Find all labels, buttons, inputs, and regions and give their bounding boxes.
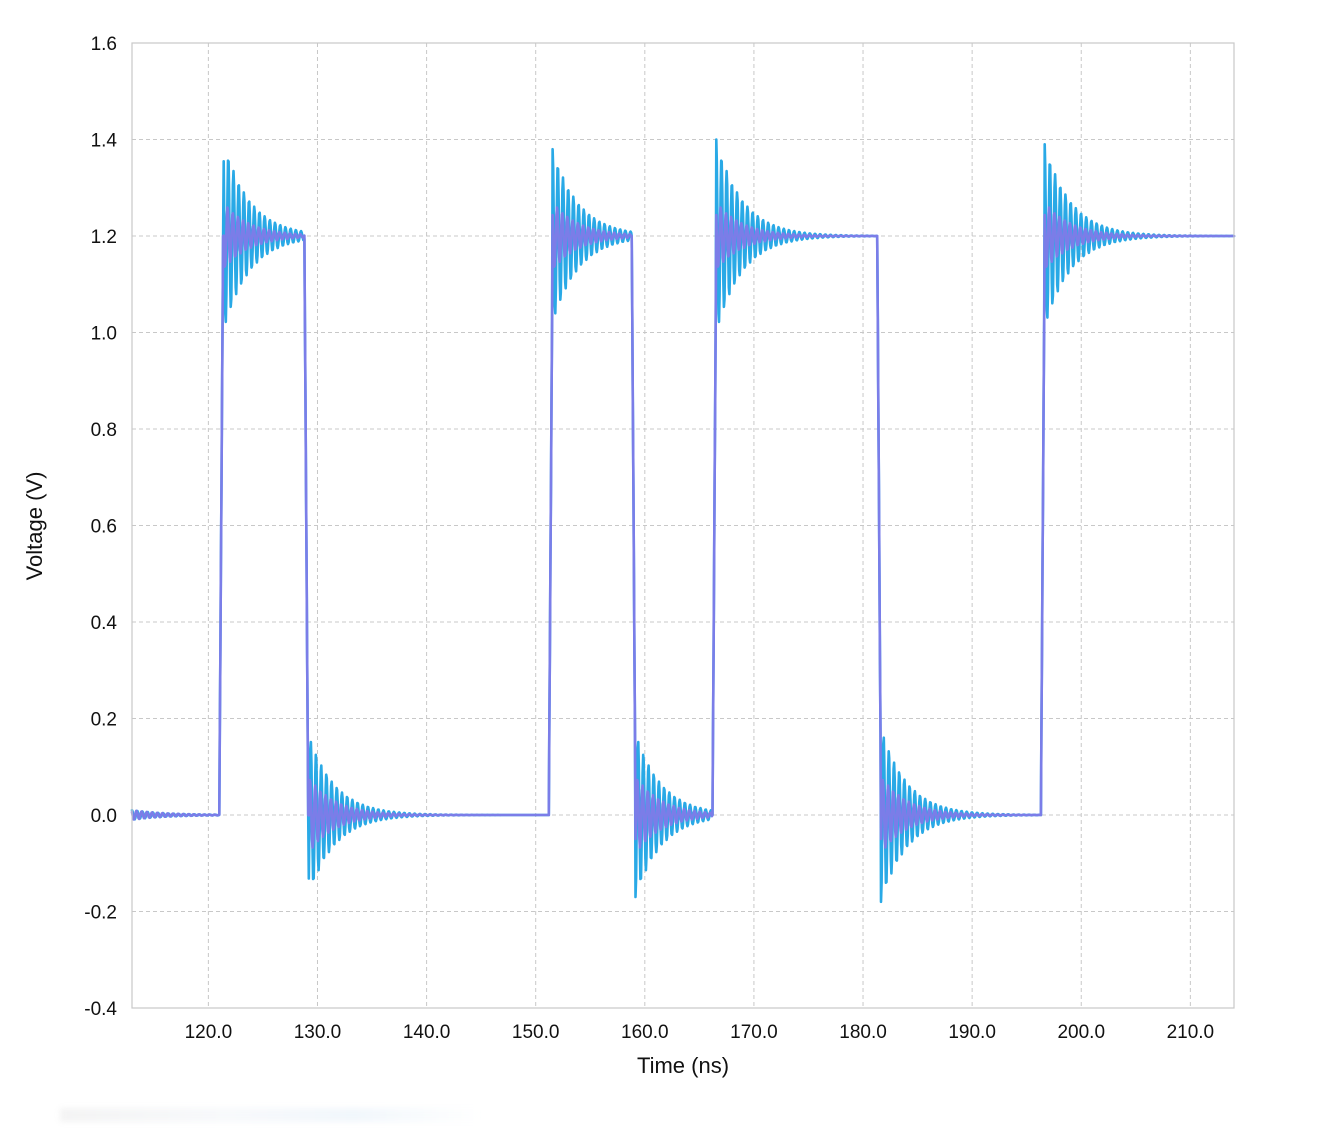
x-tick-label: 130.0 (294, 1022, 342, 1043)
y-tick-label: -0.2 (84, 903, 117, 924)
x-tick-label: 190.0 (948, 1022, 996, 1043)
x-tick-labels: 120.0 130.0 140.0 150.0 160.0 170.0 180.0 190.0… (185, 1022, 1215, 1043)
blurred-footer-strip (60, 1108, 480, 1122)
x-tick-label: 200.0 (1057, 1022, 1105, 1043)
y-tick-label: -0.4 (84, 999, 117, 1020)
voltage-trace (130, 206, 1236, 849)
x-axis-title: Time (ns) (637, 1053, 729, 1078)
x-tick-label: 170.0 (730, 1022, 778, 1043)
y-tick-label: 1.2 (91, 227, 117, 248)
grid (132, 42, 1234, 1009)
y-tick-label: 1.0 (91, 324, 117, 345)
x-tick-label: 210.0 (1167, 1022, 1215, 1043)
y-tick-label: 0.0 (91, 806, 117, 827)
y-axis-title: Voltage (V) (22, 472, 47, 581)
y-tick-labels: -0.4 -0.2 0.0 0.2 0.4 0.6 0.8 1.0 1.2 1.4 1.6 (84, 34, 117, 1020)
x-tick-label: 120.0 (185, 1022, 233, 1043)
plot-frame (131, 42, 1235, 1009)
x-tick-label: 150.0 (512, 1022, 560, 1043)
y-tick-label: 0.8 (91, 420, 117, 441)
y-tick-label: 1.6 (91, 34, 117, 55)
plot-traces (130, 138, 1236, 904)
x-tick-label: 160.0 (621, 1022, 669, 1043)
voltage-trace (130, 138, 1236, 904)
y-tick-label: 0.2 (91, 710, 117, 731)
y-tick-label: 1.4 (91, 131, 118, 152)
y-tick-label: 0.6 (91, 517, 117, 538)
x-tick-label: 140.0 (403, 1022, 451, 1043)
y-tick-label: 0.4 (91, 613, 118, 634)
x-tick-label: 180.0 (839, 1022, 887, 1043)
